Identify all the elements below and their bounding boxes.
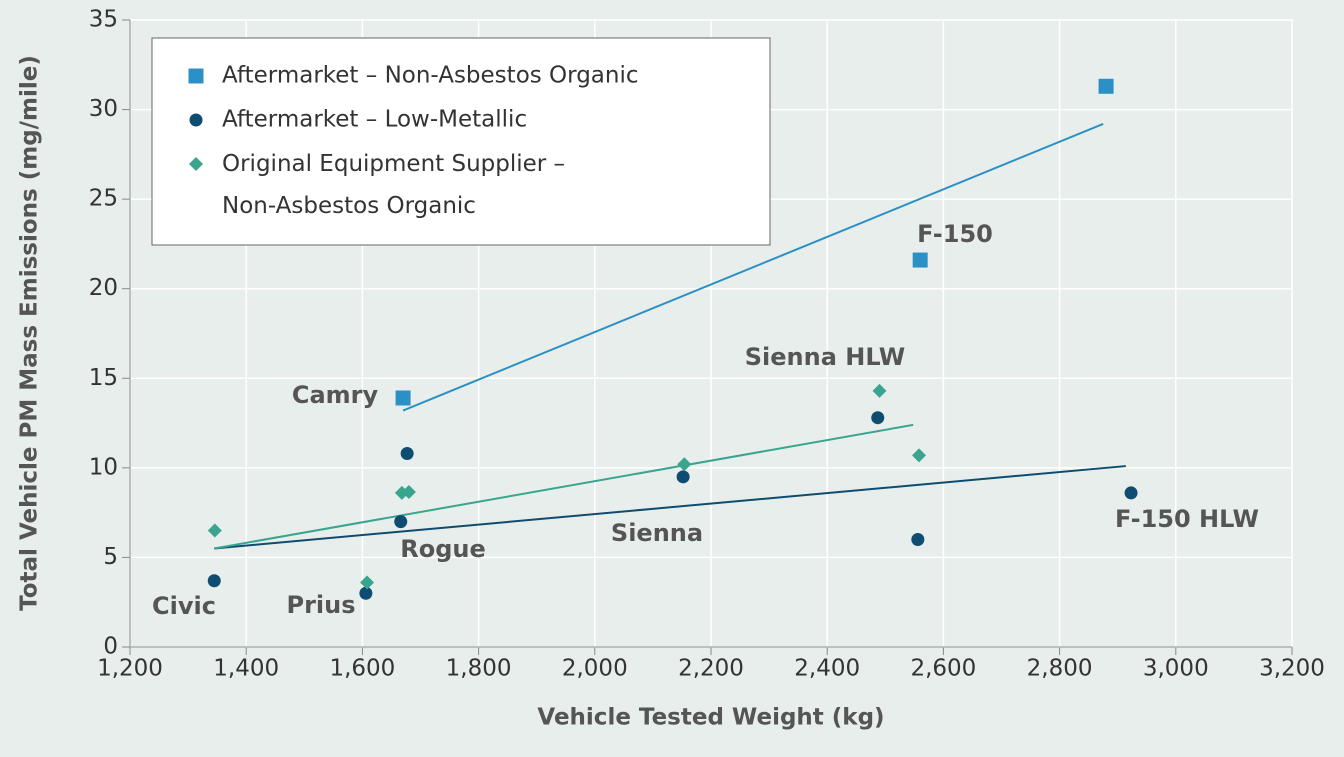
legend-label: Aftermarket – Non-Asbestos Organic [222, 63, 639, 89]
trendline [402, 122, 1104, 412]
point [911, 448, 926, 463]
x-tick-label: 3,000 [1143, 656, 1209, 682]
point [676, 470, 690, 484]
point [677, 457, 692, 472]
point [359, 586, 373, 600]
trendline [214, 423, 914, 550]
y-tick-label: 20 [89, 275, 118, 301]
x-tick-label: 3,200 [1259, 656, 1325, 682]
y-tick-label: 0 [103, 634, 118, 660]
legend-box [151, 37, 771, 246]
legend-line: Non-Asbestos Organic [222, 193, 476, 219]
point [395, 390, 411, 406]
point [871, 411, 885, 425]
x-axis-title: Vehicle Tested Weight (kg) [537, 705, 884, 731]
point [911, 533, 925, 547]
legend-label: Original Equipment Supplier – Non-Asbesto… [222, 151, 565, 219]
point [912, 252, 928, 268]
legend-marker [188, 68, 204, 84]
annotation: F-150 [917, 220, 993, 248]
point [207, 523, 222, 538]
annotation: Prius [286, 591, 355, 619]
x-tick-label: 1,600 [329, 656, 395, 682]
point [872, 383, 887, 398]
point [394, 515, 408, 529]
x-tick-label: 1,400 [213, 656, 279, 682]
annotation: Sienna [611, 519, 703, 547]
legend-marker [189, 157, 203, 171]
legend-marker [189, 113, 203, 127]
x-tick-label: 2,800 [1027, 656, 1093, 682]
y-tick-label: 15 [89, 365, 118, 391]
legend-line: Original Equipment Supplier – [222, 151, 565, 177]
y-tick-label: 5 [103, 544, 118, 570]
x-tick-label: 1,200 [97, 656, 163, 682]
annotation: Civic [152, 592, 216, 620]
y-tick-label: 35 [89, 7, 118, 33]
x-tick-label: 2,000 [562, 656, 628, 682]
x-tick-label: 1,800 [446, 656, 512, 682]
point [360, 575, 375, 590]
point [400, 447, 414, 461]
legend-label: Aftermarket – Low-Metallic [222, 107, 527, 133]
point [401, 485, 416, 500]
point [1124, 486, 1138, 500]
y-tick-label: 10 [89, 454, 118, 480]
y-tick-label: 25 [89, 186, 118, 212]
y-axis-title: Total Vehicle PM Mass Emissions (mg/mile… [17, 55, 43, 611]
annotation: Sienna HLW [745, 343, 906, 371]
y-tick-label: 30 [89, 96, 118, 122]
point [1098, 78, 1114, 94]
annotation: Camry [292, 381, 379, 409]
point [207, 574, 221, 588]
x-tick-label: 2,400 [794, 656, 860, 682]
annotation: F-150 HLW [1115, 505, 1259, 533]
trendline [214, 465, 1126, 550]
x-tick-label: 2,600 [910, 656, 976, 682]
annotation: Rogue [400, 535, 486, 563]
x-tick-label: 2,200 [678, 656, 744, 682]
